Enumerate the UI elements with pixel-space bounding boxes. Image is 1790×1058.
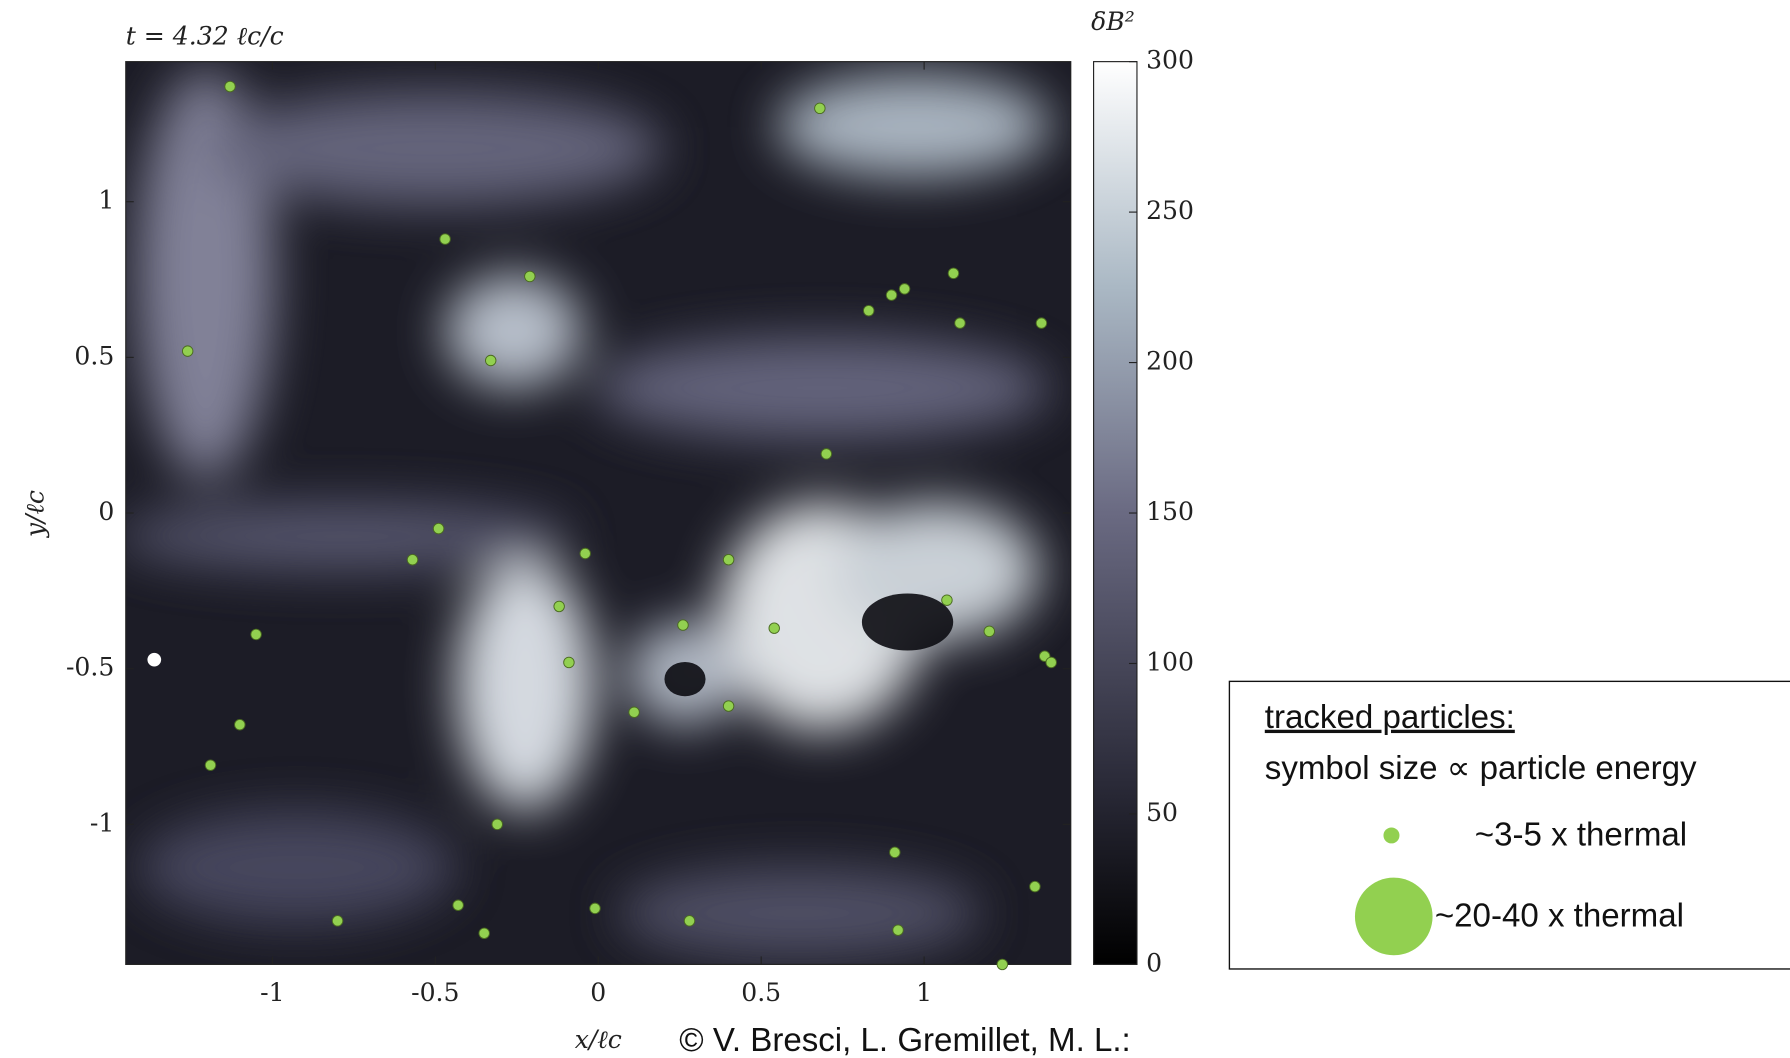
colorbar-tick-label: 300 (1146, 46, 1194, 75)
colorbar-tick-label: 0 (1146, 948, 1162, 977)
colorbar-tick-label: 100 (1146, 647, 1194, 676)
particle (433, 523, 444, 534)
particle (769, 623, 780, 634)
particle (948, 268, 959, 279)
y-tick-label: 1 (98, 186, 114, 215)
particle (1046, 657, 1057, 668)
x-tick-label: 0 (590, 978, 606, 1007)
x-tick-label: 1 (916, 978, 932, 1007)
particle (678, 620, 689, 631)
x-axis-label: x/ℓc (575, 1025, 622, 1054)
y-tick-label: -1 (90, 808, 114, 837)
particle (984, 626, 995, 637)
page: t = 4.32 ℓc/c x/ℓc y/ℓc δB² © V. Bresci,… (0, 0, 1790, 1058)
x-tick-label: -1 (260, 978, 284, 1007)
particle (580, 548, 591, 559)
particle (821, 449, 832, 460)
particle (453, 900, 464, 911)
colorbar-tick-label: 250 (1146, 196, 1194, 225)
particle (863, 305, 874, 316)
y-tick-label: 0 (98, 497, 114, 526)
particle (886, 290, 897, 301)
particle (182, 346, 193, 357)
particle (942, 595, 953, 606)
chart: t = 4.32 ℓc/c x/ℓc y/ℓc δB² © V. Bresci,… (0, 0, 1790, 1058)
x-tick-label: -0.5 (411, 978, 459, 1007)
particle (235, 719, 246, 730)
particle (590, 903, 601, 914)
particle (899, 284, 910, 295)
particle (332, 916, 343, 927)
particle (440, 234, 451, 245)
particle (997, 959, 1008, 970)
x-tick-label: 0.5 (741, 978, 781, 1007)
particle (629, 707, 640, 718)
particle (554, 601, 565, 612)
particle (890, 847, 901, 858)
particle (1036, 318, 1047, 329)
particle (205, 760, 216, 771)
colorbar-tick-label: 50 (1146, 798, 1178, 827)
particle (251, 629, 262, 640)
particle (225, 81, 236, 92)
y-tick-label: -0.5 (66, 653, 114, 682)
colorbar-label: δB² (1091, 7, 1135, 36)
particle (1030, 881, 1041, 892)
legend-label: ~3-5 x thermal (1475, 816, 1687, 853)
particle (723, 701, 734, 712)
particle (815, 103, 826, 114)
legend: tracked particles: symbol size ∝ particl… (1229, 681, 1790, 969)
y-axis-label: y/ℓc (21, 490, 50, 538)
legend-title: tracked particles: (1265, 699, 1515, 736)
particle (684, 916, 695, 927)
legend-label: ~20-40 x thermal (1435, 897, 1684, 934)
particle (479, 928, 490, 939)
credit: © V. Bresci, L. Gremillet, M. L.: (679, 1022, 1130, 1058)
chart-title: t = 4.32 ℓc/c (126, 22, 284, 51)
particle (564, 657, 575, 668)
heatmap (114, 62, 1070, 965)
particle (407, 554, 418, 565)
particle (485, 355, 496, 366)
particle (893, 925, 904, 936)
particle (723, 554, 734, 565)
y-tick-label: 0.5 (74, 341, 114, 370)
legend-symbol-small (1383, 827, 1399, 843)
legend-subtitle: symbol size ∝ particle energy (1265, 750, 1697, 787)
colorbar-tick-label: 200 (1146, 347, 1194, 376)
legend-symbol-large (1355, 878, 1433, 956)
particle (525, 271, 536, 282)
particle (492, 819, 503, 830)
colorbar-tick-label: 150 (1146, 497, 1194, 526)
particle (955, 318, 966, 329)
